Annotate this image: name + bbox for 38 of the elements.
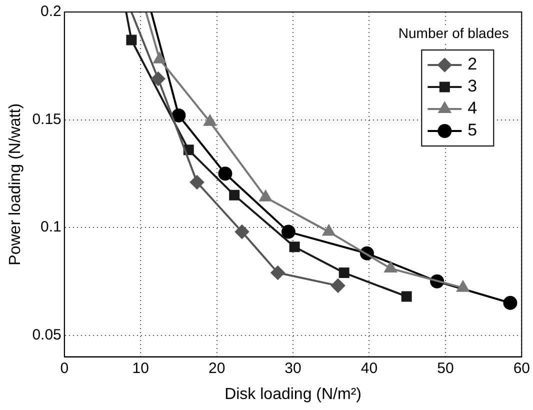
y-tick-label: 0.05 bbox=[32, 326, 62, 344]
point bbox=[401, 291, 412, 302]
point bbox=[126, 34, 137, 46]
y-axis-title: Power loading (N/watt) bbox=[7, 103, 24, 266]
point bbox=[172, 108, 186, 122]
point bbox=[281, 224, 296, 239]
point bbox=[384, 261, 397, 272]
point bbox=[259, 190, 272, 202]
y-tick-label: 0.15 bbox=[32, 110, 62, 128]
legend-title: Number of blades bbox=[398, 24, 509, 41]
x-tick-label: 10 bbox=[132, 360, 149, 377]
x-tick-label: 50 bbox=[437, 360, 454, 377]
point bbox=[322, 224, 336, 236]
legend-label: 4 bbox=[468, 98, 478, 118]
point bbox=[330, 278, 345, 293]
point bbox=[190, 175, 204, 190]
point bbox=[270, 266, 285, 280]
x-tick-label: 60 bbox=[513, 360, 530, 377]
point bbox=[218, 166, 232, 181]
x-tick-label: 20 bbox=[208, 360, 226, 377]
legend-label: 5 bbox=[468, 120, 478, 140]
point bbox=[153, 52, 166, 64]
x-tick-label: 0 bbox=[60, 360, 69, 377]
x-tick-label: 30 bbox=[284, 360, 302, 377]
point bbox=[204, 114, 216, 126]
point bbox=[151, 72, 166, 86]
x-axis-title: Disk loading (N/m²) bbox=[224, 386, 362, 403]
legend-label: 3 bbox=[468, 76, 478, 96]
point bbox=[503, 296, 518, 310]
legend-label: 2 bbox=[468, 54, 478, 74]
point bbox=[289, 242, 300, 252]
point bbox=[338, 268, 350, 278]
y-tick-label: 0.1 bbox=[40, 218, 62, 236]
point bbox=[456, 280, 470, 292]
x-tick-label: 40 bbox=[360, 360, 378, 377]
point bbox=[234, 224, 249, 239]
point bbox=[229, 190, 240, 200]
y-tick-label: 0.2 bbox=[40, 3, 62, 20]
